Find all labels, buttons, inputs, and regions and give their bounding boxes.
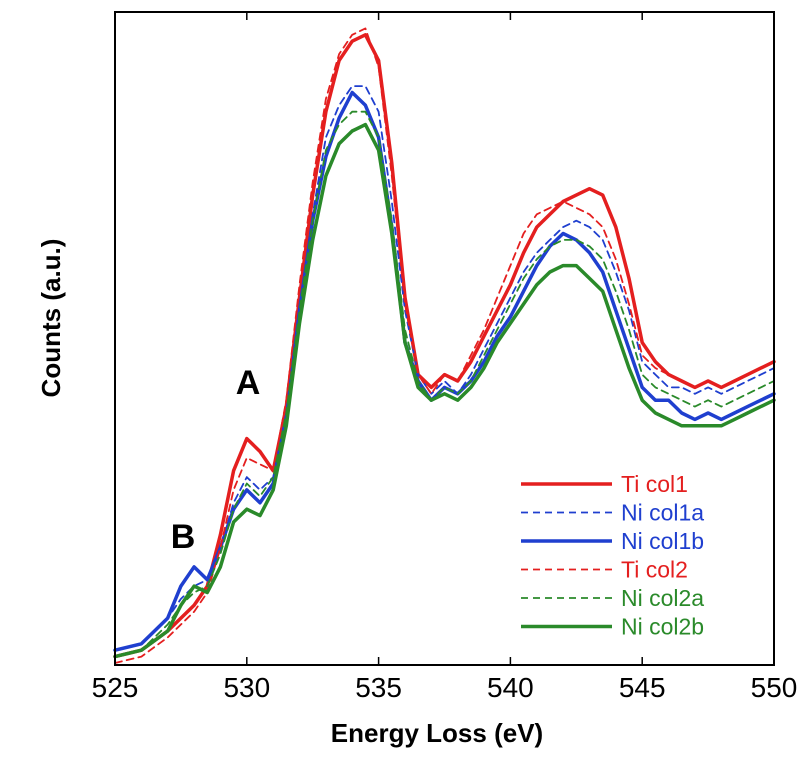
annotation-b: B	[171, 518, 196, 556]
legend-label: Ti col2	[621, 557, 688, 583]
legend-label: Ni col1a	[621, 500, 704, 526]
plot-frame	[114, 11, 775, 666]
legend-label: Ni col1b	[621, 528, 704, 554]
legend-label: Ni col2b	[621, 614, 704, 640]
series-layer	[113, 27, 776, 664]
x-tick-label: 530	[223, 672, 270, 703]
x-tick-label: 545	[619, 672, 666, 703]
series-line-ni-col2b	[113, 122, 776, 659]
legend-label: Ti col1	[621, 471, 688, 497]
y-axis-label: Counts (a.u.)	[36, 239, 66, 398]
x-tick-label: 540	[487, 672, 534, 703]
x-tick-label: 535	[355, 672, 402, 703]
series-line-ti-col2	[114, 27, 775, 664]
legend-label: Ni col2a	[621, 585, 704, 611]
annotation-a: A	[236, 364, 261, 402]
x-axis: 525 530 535 540 545 550	[92, 12, 798, 703]
x-axis-label: Energy Loss (eV)	[331, 718, 543, 748]
series-line-ni-col2a	[114, 110, 775, 658]
x-tick-label: 550	[751, 672, 798, 703]
x-tick-label: 525	[92, 672, 139, 703]
